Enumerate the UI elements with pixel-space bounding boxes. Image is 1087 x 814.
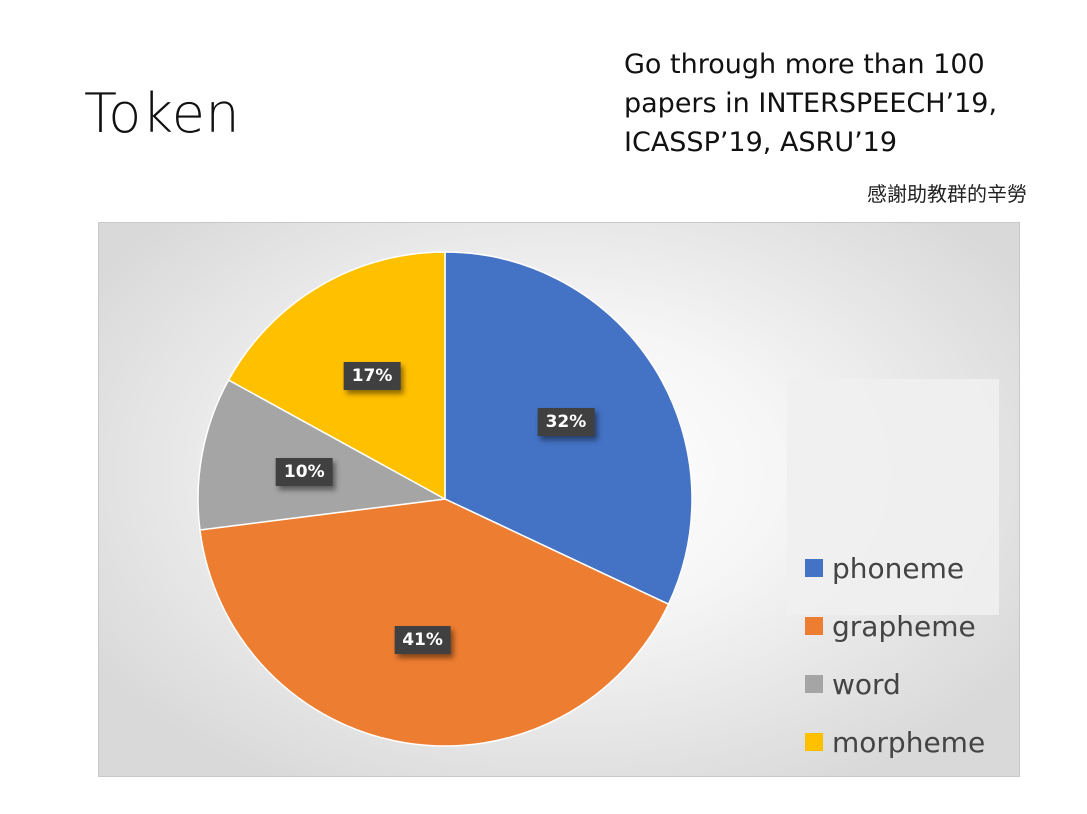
thanks-text: 感謝助教群的辛勞 bbox=[867, 182, 1027, 206]
data-label-morpheme: 17% bbox=[343, 361, 401, 390]
data-label-grapheme: 41% bbox=[394, 626, 451, 655]
survey-note: Go through more than 100 papers in INTER… bbox=[624, 45, 1064, 162]
slide-title: Token bbox=[84, 82, 241, 145]
legend-label-grapheme: grapheme bbox=[832, 609, 976, 643]
survey-note-line-1: Go through more than 100 bbox=[624, 49, 985, 80]
legend-item-grapheme: grapheme bbox=[805, 609, 976, 643]
legend-item-phoneme: phoneme bbox=[805, 551, 965, 585]
legend-label-word: word bbox=[832, 667, 901, 701]
legend-label-phoneme: phoneme bbox=[832, 551, 965, 585]
legend-swatch-morpheme bbox=[805, 733, 823, 751]
pie-slice-word bbox=[197, 378, 448, 531]
legend-item-word: word bbox=[805, 667, 901, 701]
legend-swatch-grapheme bbox=[805, 617, 823, 635]
legend-swatch-word bbox=[805, 675, 823, 693]
legend-label-morpheme: morpheme bbox=[832, 725, 986, 759]
pie-chart-svg bbox=[197, 251, 693, 747]
survey-note-line-2: papers in INTERSPEECH’19, bbox=[624, 88, 998, 119]
chart-legend: phoneme grapheme word morpheme bbox=[787, 379, 999, 759]
data-label-word: 10% bbox=[275, 458, 333, 487]
pie-slice-grapheme bbox=[199, 498, 670, 747]
legend-swatch-phoneme bbox=[805, 559, 823, 577]
pie-slice-morpheme bbox=[227, 251, 446, 501]
pie-chart: phoneme grapheme word morpheme 32% 41% 10%… bbox=[98, 222, 1020, 777]
survey-note-line-3: ICASSP’19, ASRU’19 bbox=[624, 127, 898, 158]
data-label-phoneme: 32% bbox=[537, 408, 595, 437]
legend-item-morpheme: morpheme bbox=[805, 725, 986, 759]
